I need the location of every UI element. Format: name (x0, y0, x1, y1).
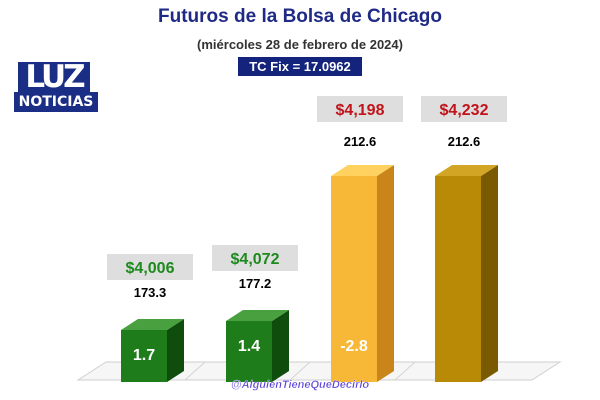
price-box (212, 245, 298, 271)
price-label: $4,006 (126, 260, 175, 277)
bar-value-label: 177.2 (239, 276, 272, 291)
price-box (421, 96, 507, 122)
price-label: $4,072 (231, 251, 280, 268)
watermark-handle: @AlguienTieneQueDecirlo (231, 379, 370, 391)
bar-change-label: 1.4 (238, 338, 260, 355)
price-box (107, 254, 193, 280)
exchange-rate-badge: TC Fix = 17.0962 (238, 57, 362, 76)
luz-noticias-logo: LUZ NOTICIAS (14, 62, 98, 116)
price-box (317, 96, 403, 122)
price-label: $4,198 (336, 102, 385, 119)
floor-gridline (394, 361, 416, 381)
floor-gridline (289, 361, 311, 381)
chart-subtitle: (miércoles 28 de febrero de 2024) (197, 37, 403, 52)
price-label: $4,232 (440, 102, 489, 119)
bar-side (481, 165, 498, 382)
bar-side (167, 319, 184, 382)
bar-side (377, 165, 394, 382)
bar (331, 176, 377, 382)
bar-change-label: -2.8 (340, 338, 368, 355)
bar-change-label: 1.7 (133, 347, 155, 364)
logo-mark: LUZ (18, 62, 90, 93)
bar-value-label: 212.6 (344, 134, 377, 149)
bar (435, 176, 481, 382)
floor-gridline (184, 361, 206, 381)
bar-value-label: 173.3 (134, 285, 167, 300)
chart-title: Futuros de la Bolsa de Chicago (158, 6, 442, 27)
bar-top (121, 319, 184, 330)
bar-top (435, 165, 498, 176)
bar-side (272, 310, 289, 382)
bar (121, 330, 167, 382)
bar-top (226, 310, 289, 321)
logo-wordmark: NOTICIAS (14, 92, 98, 112)
bar-top (331, 165, 394, 176)
bar (226, 321, 272, 382)
bar-value-label: 212.6 (448, 134, 481, 149)
